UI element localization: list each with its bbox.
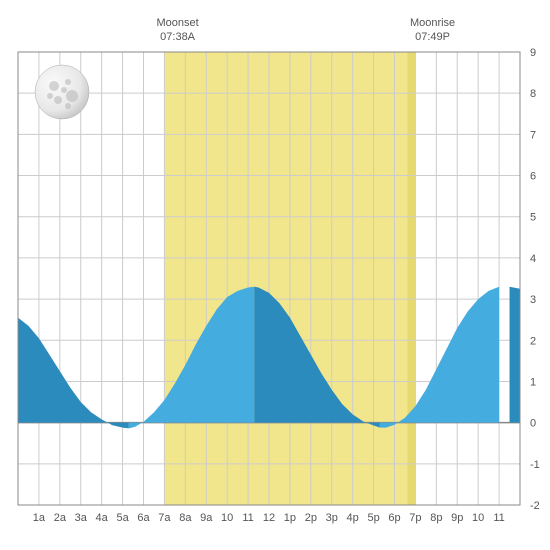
y-tick-label: 4 bbox=[530, 253, 536, 265]
y-tick-label: 3 bbox=[530, 294, 536, 306]
x-tick-label: 6p bbox=[388, 512, 400, 524]
x-tick-label: 8p bbox=[430, 512, 442, 524]
moonrise-label: Moonrise bbox=[410, 17, 455, 29]
x-tick-label: 6a bbox=[137, 512, 150, 524]
moon-annotations: Moonset 07:38A Moonrise 07:49P bbox=[156, 17, 455, 43]
x-tick-label: 4p bbox=[347, 512, 359, 524]
y-tick-label: 5 bbox=[530, 212, 536, 224]
x-tick-label: 2a bbox=[54, 512, 67, 524]
x-tick-label: 1a bbox=[33, 512, 46, 524]
y-tick-label: 9 bbox=[530, 47, 536, 59]
y-tick-label: 8 bbox=[530, 88, 536, 100]
x-tick-label: 10 bbox=[221, 512, 233, 524]
x-tick-label: 1p bbox=[284, 512, 296, 524]
x-tick-label: 7p bbox=[409, 512, 421, 524]
x-tick-label: 4a bbox=[96, 512, 109, 524]
y-tick-label: -1 bbox=[530, 459, 540, 471]
y-tick-label: -2 bbox=[530, 500, 540, 512]
x-tick-label: 5p bbox=[367, 512, 379, 524]
y-axis-labels: -2 -1 0 1 2 3 4 5 6 7 8 9 bbox=[530, 47, 540, 512]
y-tick-label: 0 bbox=[530, 418, 536, 430]
x-tick-label: 7a bbox=[158, 512, 171, 524]
x-tick-label: 9a bbox=[200, 512, 213, 524]
x-tick-label: 10 bbox=[472, 512, 484, 524]
y-tick-label: 7 bbox=[530, 129, 536, 141]
x-tick-label: 11 bbox=[242, 512, 253, 524]
x-tick-label: 5a bbox=[116, 512, 129, 524]
x-tick-label: 2p bbox=[305, 512, 317, 524]
tide-chart: 1a2a3a4a5a6a7a8a9a1011121p2p3p4p5p6p7p8p… bbox=[0, 0, 550, 550]
y-tick-label: 6 bbox=[530, 171, 536, 183]
x-tick-label: 8a bbox=[179, 512, 192, 524]
moon-icon bbox=[35, 65, 89, 119]
x-tick-label: 3p bbox=[326, 512, 338, 524]
x-tick-label: 12 bbox=[263, 512, 275, 524]
x-tick-label: 9p bbox=[451, 512, 463, 524]
moonset-time: 07:38A bbox=[160, 31, 196, 43]
x-tick-label: 11 bbox=[493, 512, 504, 524]
x-axis-labels: 1a 2a 3a 4a 5a 6a 7a 8a 9a 10 11 12 1p 2p 3p 4p 5p 6p 7p 8p… bbox=[33, 512, 505, 524]
chart-svg: 1a2a3a4a5a6a7a8a9a1011121p2p3p4p5p6p7p8p… bbox=[0, 0, 550, 550]
x-tick-label: 3a bbox=[75, 512, 88, 524]
moonset-label: Moonset bbox=[156, 17, 198, 29]
moonrise-time: 07:49P bbox=[415, 31, 450, 43]
y-tick-label: 2 bbox=[530, 335, 536, 347]
y-tick-label: 1 bbox=[530, 376, 536, 388]
